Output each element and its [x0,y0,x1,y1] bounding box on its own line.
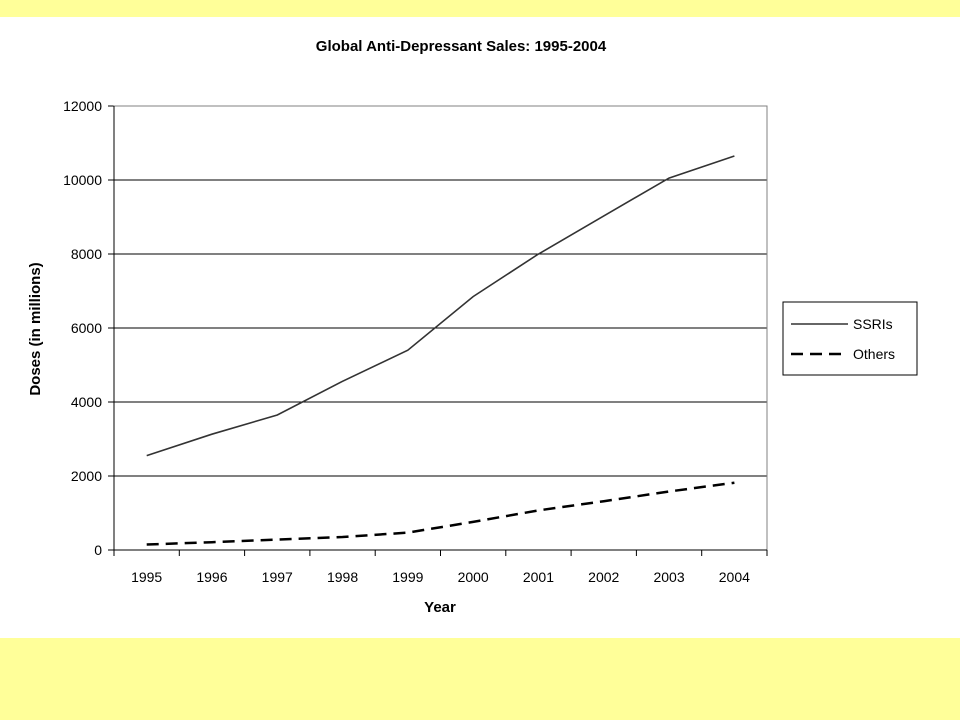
x-tick-label: 1995 [131,569,162,585]
grid-layer [114,105,767,477]
series-layer [146,155,735,546]
y-tick-label: 4000 [71,394,102,410]
y-tick-label: 0 [94,542,102,558]
x-tick-label: 1997 [262,569,293,585]
y-tick-label: 6000 [71,320,102,336]
x-tick-label: 1998 [327,569,358,585]
legend-label-others: Others [853,346,895,362]
y-tick-label: 2000 [71,468,102,484]
y-tick-label: 8000 [71,246,102,262]
legend-label-ssris: SSRIs [853,316,893,332]
axis-layer: 0 2000 4000 6000 8000 10000 12000 1995 1996 1997 1… [63,98,768,585]
series-line-ssris [146,155,735,457]
x-tick-label: 2001 [523,569,554,585]
x-tick-label: 1999 [392,569,423,585]
x-axis-title: Year [424,599,456,616]
x-tick-label: 2000 [458,569,489,585]
x-tick-label: 2004 [719,569,750,585]
y-tick-label: 10000 [63,172,102,188]
chart-panel: Global Anti-Depressant Sales: 1995-2004 … [0,17,960,638]
x-tick-label: 1996 [196,569,227,585]
x-tick-label: 2003 [653,569,684,585]
line-chart: Global Anti-Depressant Sales: 1995-2004 … [27,38,918,616]
chart-title: Global Anti-Depressant Sales: 1995-2004 [316,38,607,55]
legend-box [782,301,918,376]
series-line-others [146,481,735,546]
x-tick-label: 2002 [588,569,619,585]
legend: SSRIs Others [782,301,918,376]
y-tick-label: 12000 [63,98,102,114]
y-axis-title: Doses (in millions) [27,262,44,395]
